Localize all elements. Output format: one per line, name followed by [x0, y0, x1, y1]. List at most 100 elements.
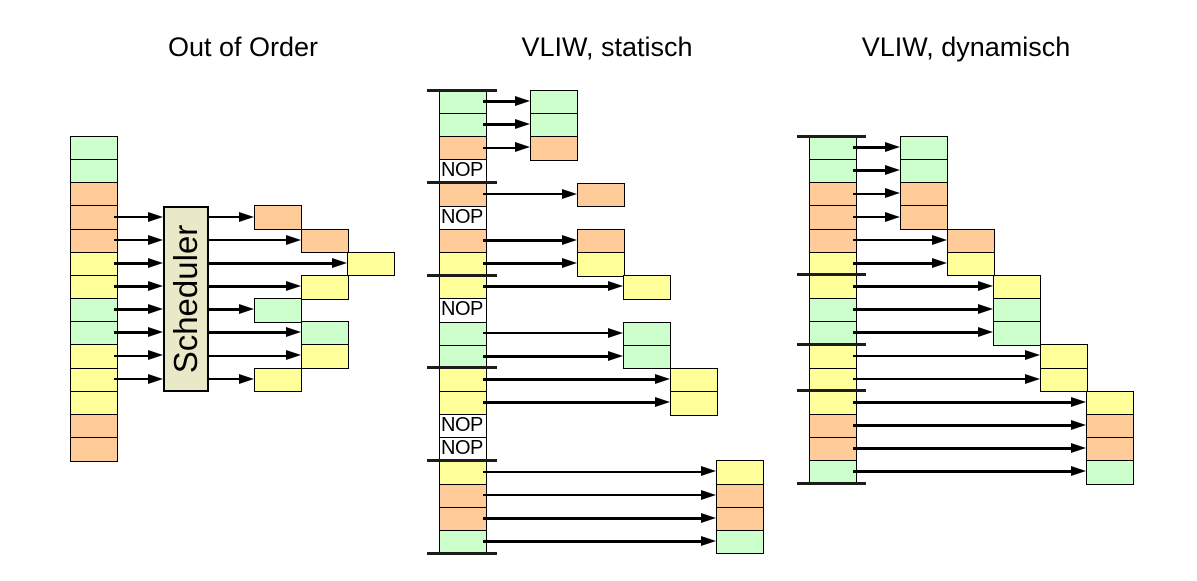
arrow-head — [285, 327, 301, 338]
arrow-shaft — [482, 470, 704, 474]
issue-arrow — [852, 234, 947, 246]
arrow-head — [332, 257, 347, 268]
arrow-head — [654, 397, 670, 408]
executed-cell — [576, 182, 625, 208]
issue-arrow — [852, 327, 993, 338]
arrow-shaft — [113, 331, 151, 335]
arrow-head — [285, 280, 301, 291]
issue-arrow — [113, 280, 163, 292]
arrow-shaft — [482, 516, 704, 520]
arrow-head — [608, 281, 623, 292]
executed-cell — [993, 274, 1041, 300]
arrow-shaft — [113, 285, 151, 288]
arrow-head — [148, 327, 163, 338]
issue-arrow — [852, 373, 1040, 385]
arrow-head — [885, 165, 900, 176]
arrow-head — [285, 350, 301, 361]
arrow-head — [608, 350, 623, 361]
bundle-separator — [797, 273, 866, 277]
arrow-head — [1071, 396, 1086, 407]
nop-cell: NOP — [439, 298, 487, 323]
issue-arrow — [209, 211, 254, 223]
arrow-head — [978, 280, 993, 291]
arrow-shaft — [482, 146, 518, 150]
executed-cell — [900, 136, 948, 161]
instruction-cell — [70, 436, 118, 462]
executed-cell — [900, 205, 948, 231]
issue-arrow — [852, 211, 900, 223]
executed-cell — [623, 344, 671, 370]
issue-arrow — [852, 396, 1086, 408]
arrow-shaft — [482, 285, 611, 289]
arrow-shaft — [113, 308, 151, 311]
instruction-cell — [439, 390, 487, 416]
executed-cell — [1039, 344, 1088, 369]
arrow-head — [561, 258, 577, 269]
arrow-shaft — [209, 238, 289, 242]
arrow-shaft — [113, 354, 151, 358]
scheduler-box: Scheduler — [163, 205, 209, 392]
issue-arrow — [482, 234, 577, 246]
executed-cell — [669, 390, 718, 416]
instruction-cell — [809, 413, 857, 439]
instruction-cell — [70, 344, 118, 369]
issue-arrow — [209, 280, 301, 292]
issue-arrow — [482, 512, 716, 524]
arrow-head — [1024, 373, 1040, 384]
instruction-cell — [809, 298, 857, 323]
arrow-shaft — [209, 215, 242, 219]
arrow-shaft — [209, 262, 335, 265]
issue-arrow — [482, 258, 577, 269]
executed-cell — [300, 344, 349, 369]
issue-arrow — [209, 257, 347, 269]
arrow-shaft — [852, 354, 1028, 358]
arrow-shaft — [482, 262, 565, 265]
arrow-head — [701, 512, 716, 523]
arrow-head — [239, 211, 254, 222]
arrow-shaft — [852, 400, 1074, 404]
arrow-shaft — [852, 285, 981, 288]
arrow-shaft — [209, 331, 289, 335]
executed-cell — [530, 136, 578, 161]
arrow-shaft — [482, 493, 704, 497]
arrow-head — [148, 373, 163, 384]
instruction-cell — [809, 159, 857, 184]
arrow-head — [978, 304, 993, 315]
instruction-cell — [70, 182, 118, 207]
bundle-separator — [427, 181, 497, 185]
instruction-cell — [809, 136, 857, 161]
arrow-head — [1024, 350, 1040, 361]
executed-cell — [254, 205, 302, 231]
issue-arrow — [113, 327, 163, 338]
arrow-head — [148, 257, 163, 268]
arrow-head — [978, 327, 993, 338]
arrow-head — [1071, 466, 1086, 477]
arrow-head — [148, 304, 163, 315]
issue-arrow — [482, 96, 530, 107]
arrow-head — [931, 257, 947, 268]
arrow-head — [561, 234, 577, 245]
issue-arrow — [852, 280, 993, 292]
issue-arrow — [482, 373, 670, 385]
arrow-shaft — [852, 377, 1028, 381]
instruction-cell — [70, 251, 118, 277]
bundle-separator — [427, 273, 497, 277]
arrow-head — [515, 142, 530, 153]
issue-arrow — [482, 142, 530, 153]
arrow-head — [931, 234, 947, 245]
arrow-head — [515, 96, 530, 107]
arrow-head — [239, 304, 254, 315]
instruction-cell — [809, 182, 857, 207]
arrow-shaft — [482, 540, 704, 543]
executed-cell — [1086, 413, 1134, 439]
executed-cell — [1086, 460, 1134, 485]
executed-cell — [946, 228, 995, 254]
arrow-head — [1071, 443, 1086, 454]
arrow-shaft — [209, 285, 289, 288]
arrow-head — [239, 373, 254, 384]
issue-arrow — [482, 489, 716, 501]
arrow-head — [1071, 419, 1086, 430]
arrow-head — [701, 489, 716, 500]
arrow-head — [561, 188, 577, 199]
